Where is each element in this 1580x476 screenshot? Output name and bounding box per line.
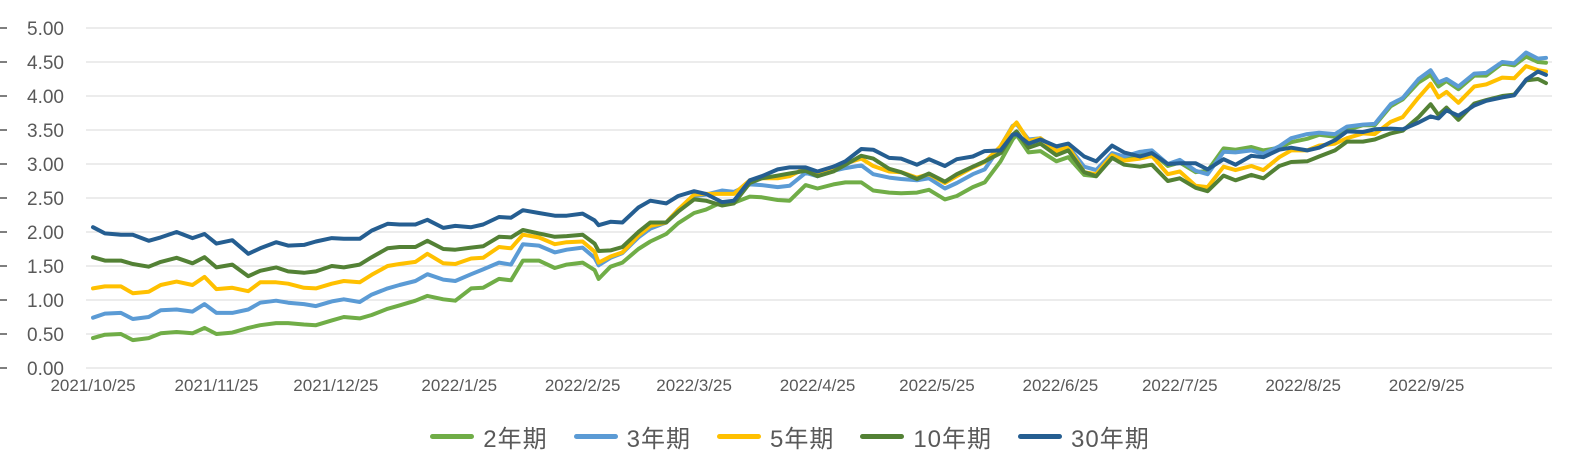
legend-swatch-3y (573, 433, 618, 439)
y-axis-label: 3.50 (27, 121, 64, 142)
x-axis-label: 2022/6/25 (1023, 376, 1099, 395)
y-axis-label: 2.00 (27, 223, 64, 244)
y-axis-label: 1.00 (27, 291, 64, 312)
series-line-3y (91, 50, 1548, 321)
x-axis-label: 2022/1/25 (421, 376, 497, 395)
x-axis-label: 2022/3/25 (656, 376, 732, 395)
y-axis-label: 1.50 (27, 257, 64, 278)
x-axis-label: 2021/10/25 (50, 376, 135, 395)
y-axis-label: 2.50 (27, 189, 64, 210)
series-line-2y (91, 54, 1548, 343)
series-line-30y (91, 69, 1548, 256)
x-axis-label: 2022/7/25 (1142, 376, 1218, 395)
y-axis-label: 0.00 (27, 359, 64, 380)
legend-swatch-10y (860, 433, 905, 439)
legend-label: 5年期 (769, 425, 835, 453)
legend-swatch-30y (1018, 433, 1063, 439)
legend-item-30y: 30年期 (1018, 419, 1150, 454)
y-axis-label: 0.50 (27, 325, 64, 346)
y-axis-label: 3.00 (27, 155, 64, 176)
legend-label: 10年期 (913, 425, 993, 453)
x-axis-label: 2022/2/25 (545, 376, 621, 395)
x-axis-label: 2022/5/25 (899, 376, 975, 395)
chart-legend: 2年期 3年期 5年期 10年期 30年期 (0, 419, 1580, 454)
x-axis-label: 2022/4/25 (780, 376, 856, 395)
x-axis-label: 2021/11/25 (174, 376, 258, 395)
y-axis-label: 4.50 (27, 53, 64, 74)
legend-item-5y: 5年期 (716, 419, 835, 454)
series-line-5y (91, 64, 1548, 296)
legend-label: 2年期 (483, 425, 548, 453)
legend-item-2y: 2年期 (430, 419, 547, 454)
legend-item-10y: 10年期 (860, 419, 992, 454)
legend-swatch-5y (716, 433, 761, 439)
x-axis-label: 2022/9/25 (1389, 376, 1465, 395)
legend-label: 30年期 (1071, 425, 1150, 453)
y-axis-label: 4.00 (27, 87, 64, 108)
legend-swatch-2y (430, 433, 475, 439)
legend-label: 3年期 (626, 425, 691, 453)
legend-item-3y: 3年期 (573, 419, 691, 454)
x-axis-label: 2021/12/25 (293, 376, 378, 395)
x-axis-label: 2022/8/25 (1265, 376, 1341, 395)
series-line-10y (91, 77, 1548, 279)
y-axis-label: 5.00 (27, 19, 64, 40)
